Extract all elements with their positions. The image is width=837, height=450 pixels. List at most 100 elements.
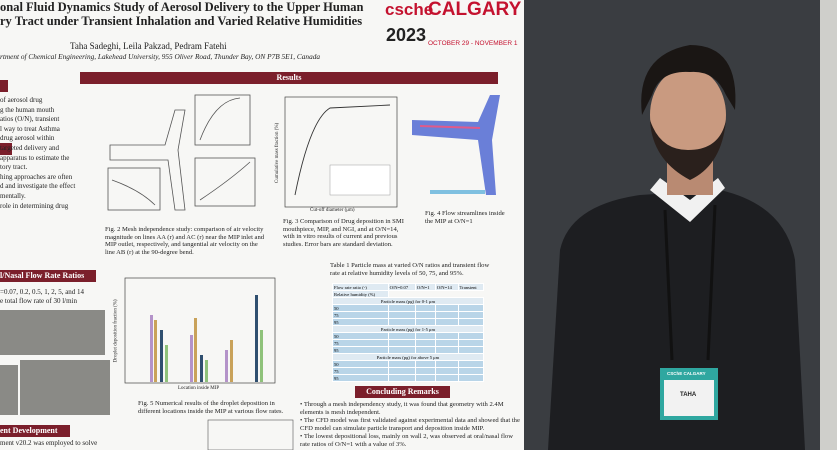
table-row: 50 [332, 304, 485, 312]
table-cell [414, 346, 436, 354]
caption: Fig. 2 Mesh independence study: comparis… [105, 226, 265, 256]
table-cell: 95 [332, 318, 389, 326]
section-bar [0, 80, 8, 92]
table-cell: 75 [332, 339, 389, 347]
text-line: =0.07, 0.2, 0.5, 1, 2, 5, and 14 [0, 288, 85, 296]
text-line: tory tract. [0, 163, 28, 172]
table-cell [434, 374, 459, 382]
table-cell [434, 360, 459, 368]
table-cell [457, 332, 485, 340]
table-cell [414, 367, 436, 375]
text-line: targeted delivery and [0, 143, 59, 152]
table-cell [414, 318, 436, 326]
data-table: Flow rate ratio (-) O/N=0.07 O/N=1 O/N=14 Tr… [332, 283, 485, 382]
table-cell [457, 374, 485, 382]
table-cell [387, 311, 416, 319]
table-row: 95 [332, 346, 485, 354]
table-cell [434, 346, 459, 354]
apparatus-photos [0, 310, 110, 415]
table-cell [434, 318, 459, 326]
table-cell [434, 367, 459, 375]
table-row: Particle mass (pg) for 1-5 μm [332, 325, 484, 333]
table-row: 75 [332, 339, 485, 347]
table-cell [434, 332, 459, 340]
logo-dates: OCTOBER 29 - NOVEMBER 1 [428, 40, 518, 47]
table-cell: 50 [332, 304, 389, 312]
results-bar [80, 72, 498, 84]
table-cell: 95 [332, 346, 389, 354]
fig4-streamlines [412, 95, 500, 195]
fig5-chart [124, 277, 276, 384]
table-cell [414, 304, 436, 312]
table-band: Particle mass (pg) for 1-5 μm [332, 325, 484, 333]
text-line: apparatus to estimate the [0, 153, 70, 162]
table-row: Relative humidity (%) [332, 290, 484, 298]
table-cell [414, 332, 436, 340]
table-cell [434, 339, 459, 347]
table-row: Flow rate ratio (-) O/N=0.07 O/N=1 O/N=14 Tr… [332, 283, 485, 291]
axis-label: Location inside MIP [178, 386, 220, 391]
poster-title: ry Tract under Transient Inhalation and … [0, 14, 363, 29]
table-row: 95 [332, 374, 485, 382]
section-heading: ent Development [0, 425, 70, 437]
table-cell [457, 339, 485, 347]
affiliation: rtment of Chemical Engineering, Lakehead… [0, 52, 321, 61]
fig3-chart [284, 96, 398, 208]
table-cell [434, 311, 459, 319]
section-bar [0, 143, 12, 155]
text-line: g the human mouth [0, 105, 55, 114]
table-cell: 95 [332, 374, 389, 382]
caption: Fig. 3 Comparison of Drug deposition in … [283, 218, 404, 248]
table-cell [387, 374, 416, 382]
text-line: hing approaches are often [0, 172, 73, 181]
poster-title: onal Fluid Dynamics Study of Aerosol Del… [0, 0, 364, 14]
section-heading: Concluding Remarks [355, 386, 450, 398]
table-row: 95 [332, 318, 485, 326]
table-row: 75 [332, 311, 485, 319]
bullet: • Through a mesh independency study, it … [300, 401, 504, 416]
text-line: drug aerosol within [0, 134, 55, 143]
caption: Fig. 5 Numerical results of the droplet … [138, 400, 284, 415]
table-cell [414, 374, 436, 382]
table-cell: 50 [332, 360, 389, 368]
table-cell [387, 367, 416, 375]
table-band: Particle mass (pg) for 0-1 μm [332, 297, 484, 305]
table-header: Flow rate ratio (-) [332, 283, 389, 291]
table-cell [387, 304, 416, 312]
wall-edge [820, 0, 837, 450]
section-heading: l/Nasal Flow Rate Ratios [0, 270, 96, 282]
table-cell [457, 367, 485, 375]
conclusions: • Through a mesh independency study, it … [300, 401, 522, 449]
text-line: d and investigate the effect [0, 182, 76, 191]
table-cell [414, 339, 436, 347]
badge-name: TAHA [680, 392, 697, 398]
flow-text: =0.07, 0.2, 0.5, 1, 2, 5, and 14 e total … [0, 288, 110, 306]
bullet: • The CFD model was first validated agai… [300, 417, 520, 432]
table-cell [414, 311, 436, 319]
intro-text: of aerosol drug g the human mouth atios (O… [0, 96, 105, 211]
small-chart [207, 419, 294, 450]
table-cell [387, 339, 416, 347]
table-cell [457, 360, 485, 368]
table-cell [457, 318, 485, 326]
table-row: Particle mass (pg) for 0-1 μm [332, 297, 484, 305]
table-band: Particle mass (pg) for above 5 μm [332, 353, 484, 361]
axis-label: Cut-off diameter (μm) [310, 208, 355, 213]
table-cell [434, 304, 459, 312]
text-line: l way to treat Asthma [0, 124, 60, 133]
table-cell [414, 360, 436, 368]
table-header: Transient [457, 283, 485, 291]
text-line: of aerosol drug [0, 96, 43, 104]
text-line: role in determining drug [0, 201, 69, 210]
axis-label: Cumulative mass fraction (%) [275, 122, 281, 183]
caption: Fig. 4 Flow streamlines inside the MIP a… [425, 210, 505, 225]
table-cell [387, 360, 416, 368]
text-line: mentally. [0, 191, 26, 200]
development-text: ment v20.2 was employed to solve [0, 439, 98, 447]
table-cell [457, 304, 485, 312]
table-cell: Relative humidity (%) [332, 290, 389, 298]
bullet: • The lowest depositional loss, mainly o… [300, 433, 513, 448]
table-cell [457, 311, 485, 319]
table-header: O/N=1 [414, 283, 436, 291]
